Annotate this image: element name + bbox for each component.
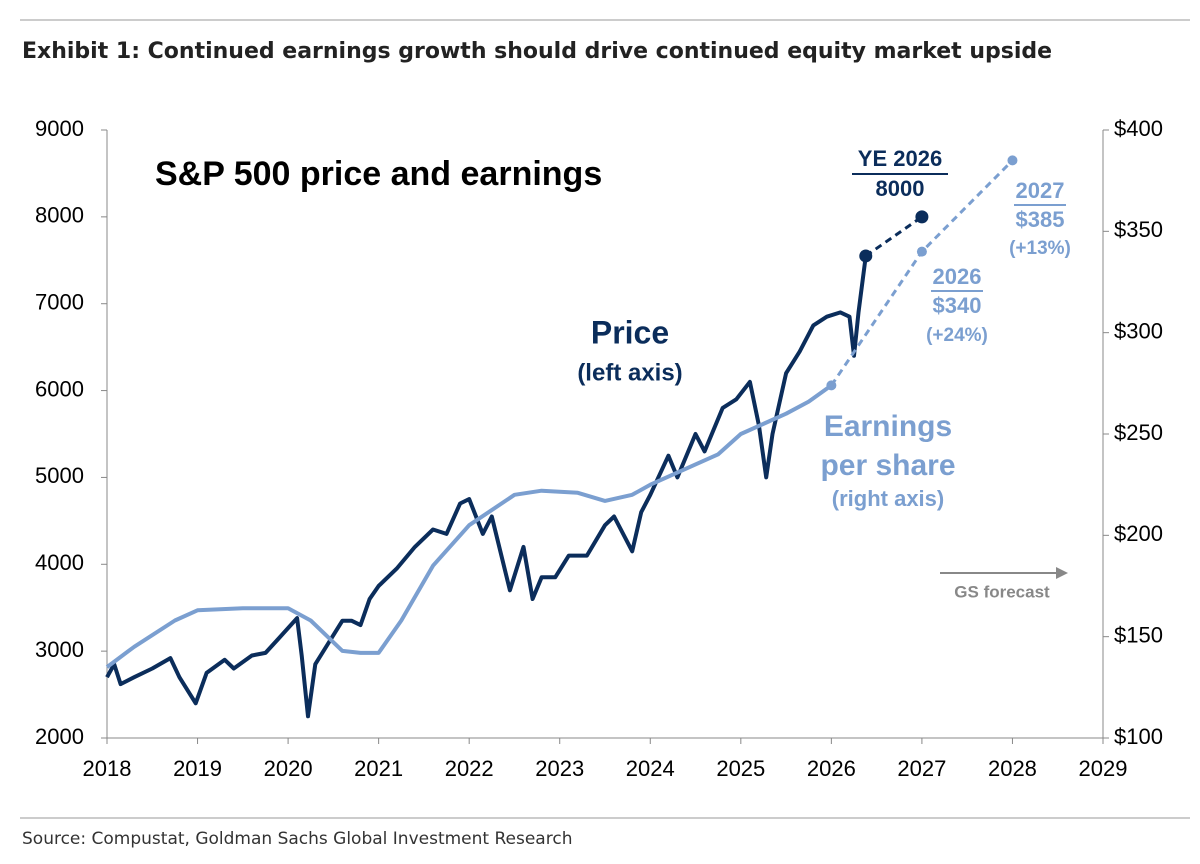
- annotation: (+13%): [1009, 238, 1071, 259]
- x-tick-label: 2027: [897, 756, 946, 781]
- point: [916, 246, 927, 257]
- x-tick-label: 2025: [716, 756, 765, 781]
- annotation: 2027: [1016, 178, 1065, 203]
- y-tick-label: 6000: [35, 376, 84, 401]
- arrow-head: [1056, 567, 1068, 579]
- x-tick-label: 2019: [173, 756, 222, 781]
- y-tick-label: 7000: [35, 290, 84, 315]
- x-tick-label: 2018: [83, 756, 132, 781]
- x-tick-label: 2024: [626, 756, 675, 781]
- series-line: [864, 215, 923, 258]
- y-tick-label: 4000: [35, 550, 84, 575]
- y2-tick-label: $300: [1114, 318, 1163, 343]
- y-tick-label: 9000: [35, 116, 84, 141]
- annotation: (right axis): [832, 486, 944, 511]
- annotation: 8000: [876, 176, 925, 201]
- x-tick-label: 2020: [264, 756, 313, 781]
- y2-tick-label: $400: [1114, 116, 1163, 141]
- annotation: (+24%): [926, 325, 988, 346]
- series-line: [105, 383, 833, 669]
- y-tick-label: 8000: [35, 203, 84, 228]
- annotation: Price: [591, 314, 669, 350]
- y2-tick-label: $250: [1114, 420, 1163, 445]
- annotation: per share: [820, 449, 955, 482]
- annotations: YE 2026 8000 2027 $385 (+13%) 2026 $340 …: [577, 146, 1071, 602]
- y2-tick-label: $200: [1114, 521, 1163, 546]
- annotation: YE 2026: [858, 146, 942, 171]
- y2-tick-label: $100: [1114, 724, 1163, 749]
- y-tick-label: 2000: [35, 724, 84, 749]
- y-tick-label: 3000: [35, 637, 84, 662]
- annotation: GS forecast: [954, 582, 1050, 601]
- x-tick-label: 2026: [807, 756, 856, 781]
- annotation: (left axis): [577, 359, 682, 386]
- point: [915, 210, 929, 224]
- annotation: $340: [933, 293, 982, 318]
- x-tick-label: 2028: [988, 756, 1037, 781]
- plot: 2000 3000 4000 5000 6000 7000 8000 9000 $100 $150…: [35, 116, 1163, 781]
- y2-tick-label: $350: [1114, 217, 1163, 242]
- annotation: Earnings: [824, 410, 952, 443]
- x-tick-label: 2023: [535, 756, 584, 781]
- annotation: 2026: [933, 264, 982, 289]
- y-tick-label: 5000: [35, 463, 84, 488]
- point: [826, 380, 837, 391]
- header: Exhibit 1: Continued earnings growth sho…: [22, 39, 1052, 64]
- x-tick-label: 2022: [445, 756, 494, 781]
- series-line: [105, 255, 868, 719]
- point: [1007, 155, 1018, 166]
- y2-tick-label: $150: [1114, 622, 1163, 647]
- x-tick-label: 2021: [354, 756, 403, 781]
- annotation: $385: [1016, 207, 1065, 232]
- chart-title: S&P 500 price and earnings: [155, 155, 602, 193]
- point: [859, 249, 873, 263]
- x-tick-label: 2029: [1079, 756, 1128, 781]
- source: Source: Compustat, Goldman Sachs Global …: [22, 829, 572, 849]
